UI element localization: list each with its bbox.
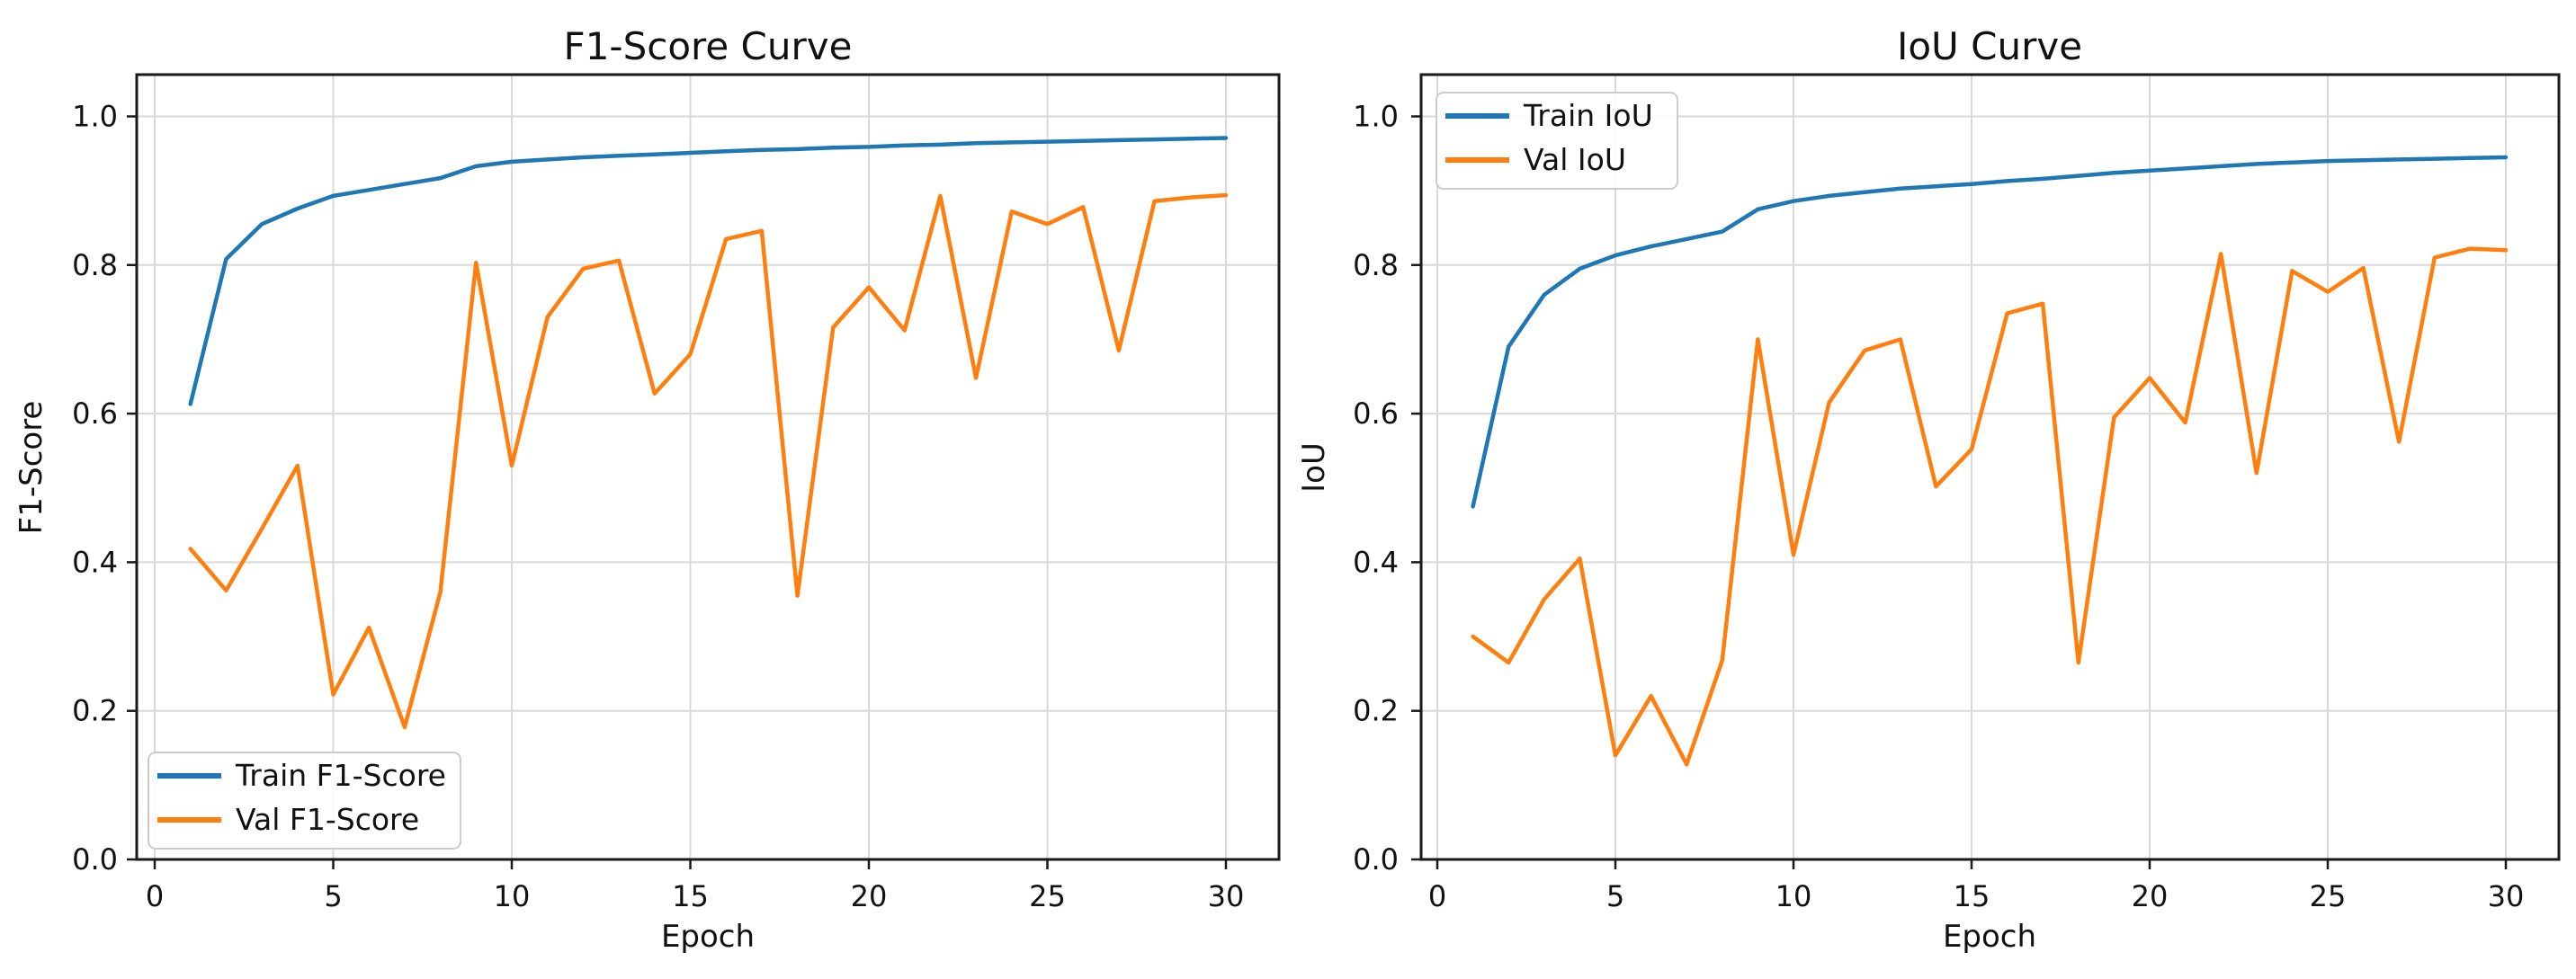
x-tick-label: 20	[2132, 879, 2169, 913]
legend-label: Val IoU	[1524, 142, 1626, 177]
x-axis-label: Epoch	[1943, 919, 2036, 955]
axes-spines	[1419, 73, 2561, 861]
iou-chart: 0 5 10 15 20 25 30 0.0 0.2 0.4 0.6 0.8 1.0 IoU Curve E…	[1288, 0, 2576, 979]
y-tick-label: 0.8	[1353, 248, 1399, 282]
x-tick-label: 5	[324, 879, 342, 913]
chart-title: F1-Score Curve	[564, 24, 853, 68]
x-tick-label: 0	[1428, 879, 1446, 913]
y-tick-label: 0.4	[72, 545, 118, 579]
y-tick-label: 0.8	[72, 248, 118, 282]
y-tick-label: 0.2	[1353, 694, 1399, 728]
legend-label: Train F1-Score	[235, 758, 446, 793]
x-tick-label: 10	[494, 879, 531, 913]
y-tick-label: 0.0	[72, 842, 118, 877]
x-tick-label: 5	[1606, 879, 1624, 913]
x-tick-label: 30	[1208, 879, 1245, 913]
y-tick-label: 0.2	[72, 694, 118, 728]
y-tick-label: 0.4	[1353, 545, 1399, 579]
train-series-line	[1471, 155, 2509, 509]
legend-label: Val F1-Score	[236, 802, 419, 837]
x-tick-label: 25	[1029, 879, 1066, 913]
x-tick-label: 25	[2310, 879, 2347, 913]
legend-label: Train IoU	[1523, 98, 1653, 133]
x-tick-label: 30	[2488, 879, 2525, 913]
val-series-line	[188, 192, 1229, 730]
y-tick-label: 0.6	[1353, 396, 1399, 431]
val-series-line	[1471, 246, 2509, 767]
y-tick-label: 0.6	[72, 396, 118, 431]
x-tick-label: 10	[1775, 879, 1812, 913]
chart-title: IoU Curve	[1897, 24, 2082, 68]
axes-spines	[135, 73, 1281, 861]
train-series-line	[188, 136, 1229, 406]
y-tick-label: 0.0	[1353, 842, 1399, 877]
x-tick-label: 15	[672, 879, 709, 913]
x-tick-label: 0	[146, 879, 164, 913]
y-axis-label: F1-Score	[13, 401, 49, 535]
y-tick-label: 1.0	[1353, 100, 1399, 134]
x-tick-label: 15	[1954, 879, 1990, 913]
f1-score-chart: 0 5 10 15 20 25 30 0.0 0.2 0.4 0.6 0.8 1.0 F1-Score C…	[13, 24, 1281, 955]
y-axis-label: IoU	[1296, 442, 1332, 493]
legend-box	[148, 752, 461, 850]
y-tick-label: 1.0	[72, 100, 118, 134]
x-tick-label: 20	[851, 879, 888, 913]
x-axis-label: Epoch	[661, 919, 755, 955]
